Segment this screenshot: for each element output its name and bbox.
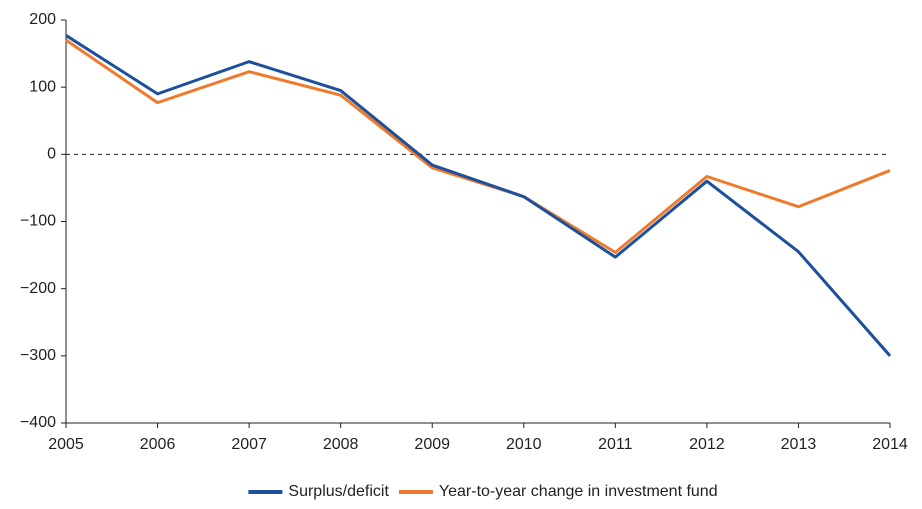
y-tick-label: 0 [47, 146, 56, 163]
x-tick-label: 2009 [414, 436, 450, 453]
line-series [65, 34, 892, 357]
y-tick-label: −200 [20, 280, 56, 297]
x-tick-label: 2010 [506, 436, 542, 453]
x-tick-label: 2014 [872, 436, 908, 453]
y-tick-label: −400 [20, 414, 56, 431]
x-tick-label: 2013 [781, 436, 817, 453]
line-series [65, 38, 891, 254]
x-tick-label: 2012 [689, 436, 725, 453]
y-tick-label: 100 [29, 78, 56, 95]
y-tick-label: 200 [29, 11, 56, 28]
legend-label: Surplus/deficit [288, 483, 389, 500]
y-tick-label: −100 [20, 213, 56, 230]
x-tick-label: 2008 [323, 436, 359, 453]
legend-label: Year-to-year change in investment fund [439, 483, 718, 500]
y-tick-label: −300 [20, 347, 56, 364]
x-tick-label: 2006 [140, 436, 176, 453]
x-tick-label: 2007 [231, 436, 267, 453]
x-tick-label: 2011 [598, 436, 633, 453]
x-tick-label: 2005 [48, 436, 84, 453]
